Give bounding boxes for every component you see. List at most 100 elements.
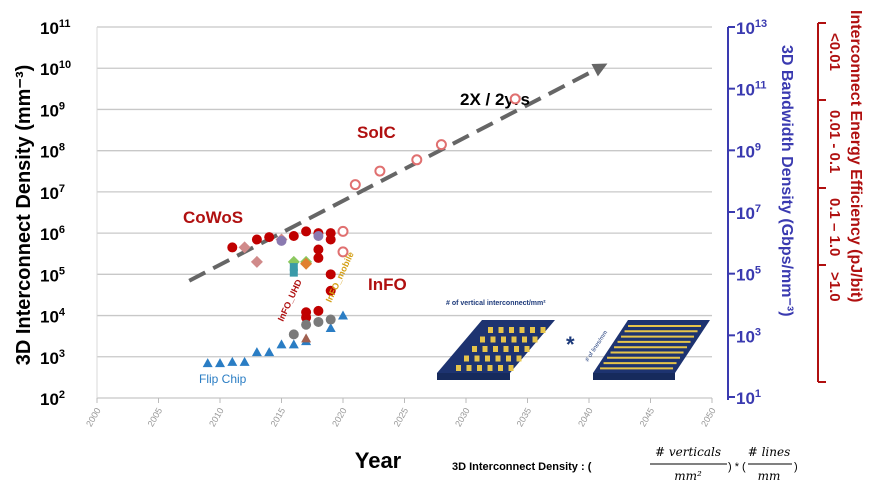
pillar bbox=[498, 365, 503, 371]
x-tick-label: 2025 bbox=[392, 406, 411, 428]
right-axis-tick-label: 109 bbox=[736, 141, 761, 161]
energy-band-label: <0.01 bbox=[826, 33, 843, 71]
data-point-open-circle bbox=[509, 93, 521, 105]
y-tick-label: 103 bbox=[40, 348, 65, 368]
tick-base: 10 bbox=[736, 266, 755, 285]
tick-base: 10 bbox=[736, 142, 755, 161]
pillar bbox=[456, 365, 461, 371]
data-point-circle bbox=[313, 231, 324, 242]
pillar bbox=[490, 336, 496, 343]
pillar bbox=[508, 365, 514, 371]
right-axis-tick-label: 107 bbox=[736, 203, 761, 223]
data-point-circle bbox=[288, 329, 299, 340]
data-point-open-circle bbox=[411, 154, 423, 166]
y-tick-label: 107 bbox=[40, 183, 65, 203]
data-point-triangle bbox=[301, 333, 312, 343]
tick-base: 10 bbox=[40, 19, 59, 38]
pillar bbox=[524, 346, 530, 352]
annotation-label: SoIC bbox=[357, 123, 396, 142]
tick-exponent: 5 bbox=[755, 265, 761, 277]
data-point-circle bbox=[301, 226, 312, 237]
data-point-circle bbox=[313, 316, 324, 327]
x-tick-label: 2020 bbox=[330, 406, 349, 428]
y-tick-label: 106 bbox=[40, 224, 65, 244]
pillar bbox=[487, 365, 493, 371]
pillar bbox=[516, 355, 522, 362]
y-tick-label: 1011 bbox=[40, 18, 71, 38]
data-point-circle bbox=[251, 234, 262, 245]
energy-axis-title: Interconnect Energy Efficiency (pJ/bit) bbox=[847, 10, 864, 303]
pillar bbox=[509, 327, 514, 333]
energy-band-label: >1.0 bbox=[826, 272, 843, 302]
pillar bbox=[514, 346, 519, 352]
data-point-open-circle bbox=[374, 165, 386, 177]
data-point-circle bbox=[325, 314, 336, 325]
data-point-circle bbox=[313, 305, 324, 316]
pillar bbox=[472, 346, 477, 352]
data-point-open-circle bbox=[337, 246, 349, 258]
tick-base: 10 bbox=[736, 389, 755, 408]
pillar bbox=[474, 355, 480, 362]
y-axis-title: 3D Interconnect Density (mm⁻³) bbox=[13, 65, 35, 366]
x-tick-label: 2030 bbox=[453, 406, 472, 428]
data-point-diamond bbox=[238, 241, 251, 254]
pillar bbox=[532, 336, 538, 343]
x-tick-label: 2040 bbox=[576, 406, 595, 428]
formula-den2: mm bbox=[758, 469, 781, 483]
pillar bbox=[495, 355, 501, 362]
x-tick-label: 2005 bbox=[146, 406, 165, 428]
pillar bbox=[506, 355, 511, 362]
pillar bbox=[530, 327, 535, 333]
pillar bbox=[466, 365, 472, 371]
y-tick-label: 105 bbox=[40, 265, 65, 285]
y-tick-label: 109 bbox=[40, 100, 65, 120]
tick-exponent: 7 bbox=[755, 203, 761, 215]
data-point-circle bbox=[301, 319, 312, 330]
trend-arrowhead bbox=[591, 63, 608, 77]
data-point-circle bbox=[325, 269, 336, 280]
data-point-diamond bbox=[300, 257, 313, 270]
pillar bbox=[485, 355, 490, 362]
data-point-circle bbox=[325, 285, 336, 296]
data-point-triangle bbox=[239, 356, 250, 366]
tick-exponent: 5 bbox=[59, 265, 65, 277]
pillar bbox=[493, 346, 498, 352]
y-tick-label: 1010 bbox=[40, 59, 71, 79]
x-tick-label: 2035 bbox=[515, 406, 534, 428]
right-axis-tick-label: 1013 bbox=[736, 18, 767, 38]
inset-vertical-label: # of vertical interconnect/mm² bbox=[446, 300, 546, 307]
data-point-circle bbox=[288, 231, 299, 242]
pillar bbox=[488, 327, 493, 333]
data-point-circle bbox=[276, 235, 287, 246]
pillar bbox=[501, 336, 506, 343]
energy-band-label: 0.1 – 1.0 bbox=[826, 198, 843, 256]
tick-base: 10 bbox=[40, 349, 59, 368]
data-point-triangle bbox=[276, 339, 287, 349]
pillar bbox=[519, 327, 525, 333]
data-point-open-circle bbox=[349, 179, 361, 191]
chip-pillars-side bbox=[437, 373, 510, 380]
right-axis-tick-label: 103 bbox=[736, 326, 761, 346]
data-point-triangle bbox=[338, 310, 348, 320]
tick-exponent: 10 bbox=[59, 59, 71, 71]
right-axis-tick-label: 1011 bbox=[736, 80, 767, 100]
formula-mid: ) * ( bbox=[728, 461, 746, 473]
pillar bbox=[511, 336, 517, 343]
data-point-triangle bbox=[288, 339, 299, 349]
data-point-circle bbox=[264, 232, 275, 243]
y-tick-label: 108 bbox=[40, 142, 65, 162]
annotation-label: InFO bbox=[368, 275, 407, 294]
tick-base: 10 bbox=[40, 225, 59, 244]
tick-exponent: 7 bbox=[59, 183, 65, 195]
x-axis-title: Year bbox=[355, 448, 402, 473]
data-point-square bbox=[289, 263, 298, 272]
data-point-open-circle bbox=[337, 225, 349, 237]
formula-den1: mm² bbox=[674, 469, 702, 483]
tick-base: 10 bbox=[40, 101, 59, 120]
pillar bbox=[522, 336, 527, 343]
tick-exponent: 9 bbox=[755, 141, 761, 153]
tick-exponent: 11 bbox=[755, 80, 767, 92]
data-point-diamond bbox=[250, 255, 263, 268]
